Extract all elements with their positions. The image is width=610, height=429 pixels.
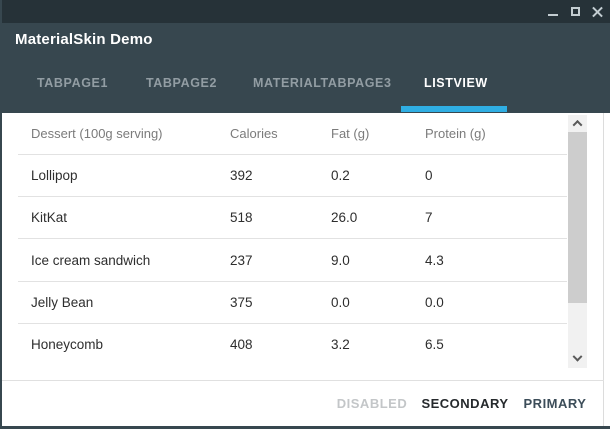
cell-calories: 518 — [230, 210, 253, 225]
primary-button[interactable]: PRIMARY — [523, 396, 587, 411]
window-border-bottom — [0, 426, 610, 429]
tab-materialtabpage3[interactable]: MATERIALTABPAGE3 — [253, 76, 392, 90]
active-tab-indicator — [401, 106, 507, 112]
column-header-protein[interactable]: Protein (g) — [425, 126, 486, 141]
title-bar: MaterialSkin Demo TABPAGE1 TABPAGE2 MATE… — [0, 23, 610, 113]
maximize-icon — [570, 7, 580, 16]
window-border-left — [0, 0, 2, 429]
chevron-up-icon — [572, 119, 583, 130]
cell-calories: 392 — [230, 168, 253, 183]
window-controls — [542, 0, 608, 23]
cell-dessert: Honeycomb — [31, 337, 104, 352]
cell-protein: 0 — [425, 168, 433, 183]
cell-calories: 408 — [230, 337, 253, 352]
tab-tabpage2[interactable]: TABPAGE2 — [146, 76, 218, 90]
tab-listview[interactable]: LISTVIEW — [424, 76, 488, 90]
cell-calories: 237 — [230, 253, 253, 268]
table-row[interactable]: Lollipop 392 0.2 0 — [18, 155, 567, 197]
column-header-dessert[interactable]: Dessert (100g serving) — [31, 126, 163, 141]
footer-divider — [0, 380, 604, 381]
tab-tabpage1[interactable]: TABPAGE1 — [37, 76, 109, 90]
cell-dessert: KitKat — [31, 210, 68, 225]
column-header-fat[interactable]: Fat (g) — [331, 126, 370, 141]
cell-protein: 4.3 — [425, 253, 444, 268]
cell-calories: 375 — [230, 295, 253, 310]
app-title: MaterialSkin Demo — [15, 31, 153, 48]
maximize-button[interactable] — [564, 0, 586, 23]
vertical-scrollbar[interactable] — [568, 115, 587, 368]
status-bar — [0, 0, 610, 23]
chevron-down-icon — [572, 351, 583, 362]
minimize-icon — [548, 14, 558, 16]
cell-protein: 0.0 — [425, 295, 444, 310]
scroll-up-button[interactable] — [568, 115, 587, 132]
cell-fat: 3.2 — [331, 337, 350, 352]
table-row[interactable]: KitKat 518 26.0 7 — [18, 197, 567, 239]
scrollbar-thumb[interactable] — [568, 132, 587, 303]
cell-dessert: Ice cream sandwich — [31, 253, 151, 268]
cell-fat: 9.0 — [331, 253, 350, 268]
disabled-button: DISABLED — [336, 396, 408, 411]
table-row[interactable]: Ice cream sandwich 237 9.0 4.3 — [18, 240, 567, 282]
table-header-row: Dessert (100g serving) Calories Fat (g) … — [18, 113, 567, 155]
cell-protein: 6.5 — [425, 337, 444, 352]
table-row[interactable]: Jelly Bean 375 0.0 0.0 — [18, 282, 567, 324]
minimize-button[interactable] — [542, 0, 564, 23]
cell-fat: 0.0 — [331, 295, 350, 310]
cell-fat: 0.2 — [331, 168, 350, 183]
close-button[interactable] — [586, 0, 608, 23]
column-header-calories[interactable]: Calories — [230, 126, 278, 141]
cell-protein: 7 — [425, 210, 433, 225]
cell-dessert: Lollipop — [31, 168, 78, 183]
content-right-edge — [603, 113, 604, 426]
cell-fat: 26.0 — [331, 210, 358, 225]
cell-dessert: Jelly Bean — [31, 295, 94, 310]
scroll-down-button[interactable] — [568, 351, 587, 368]
close-icon — [592, 6, 603, 17]
secondary-button[interactable]: SECONDARY — [421, 396, 509, 411]
table-row[interactable]: Honeycomb 408 3.2 6.5 — [18, 324, 567, 366]
